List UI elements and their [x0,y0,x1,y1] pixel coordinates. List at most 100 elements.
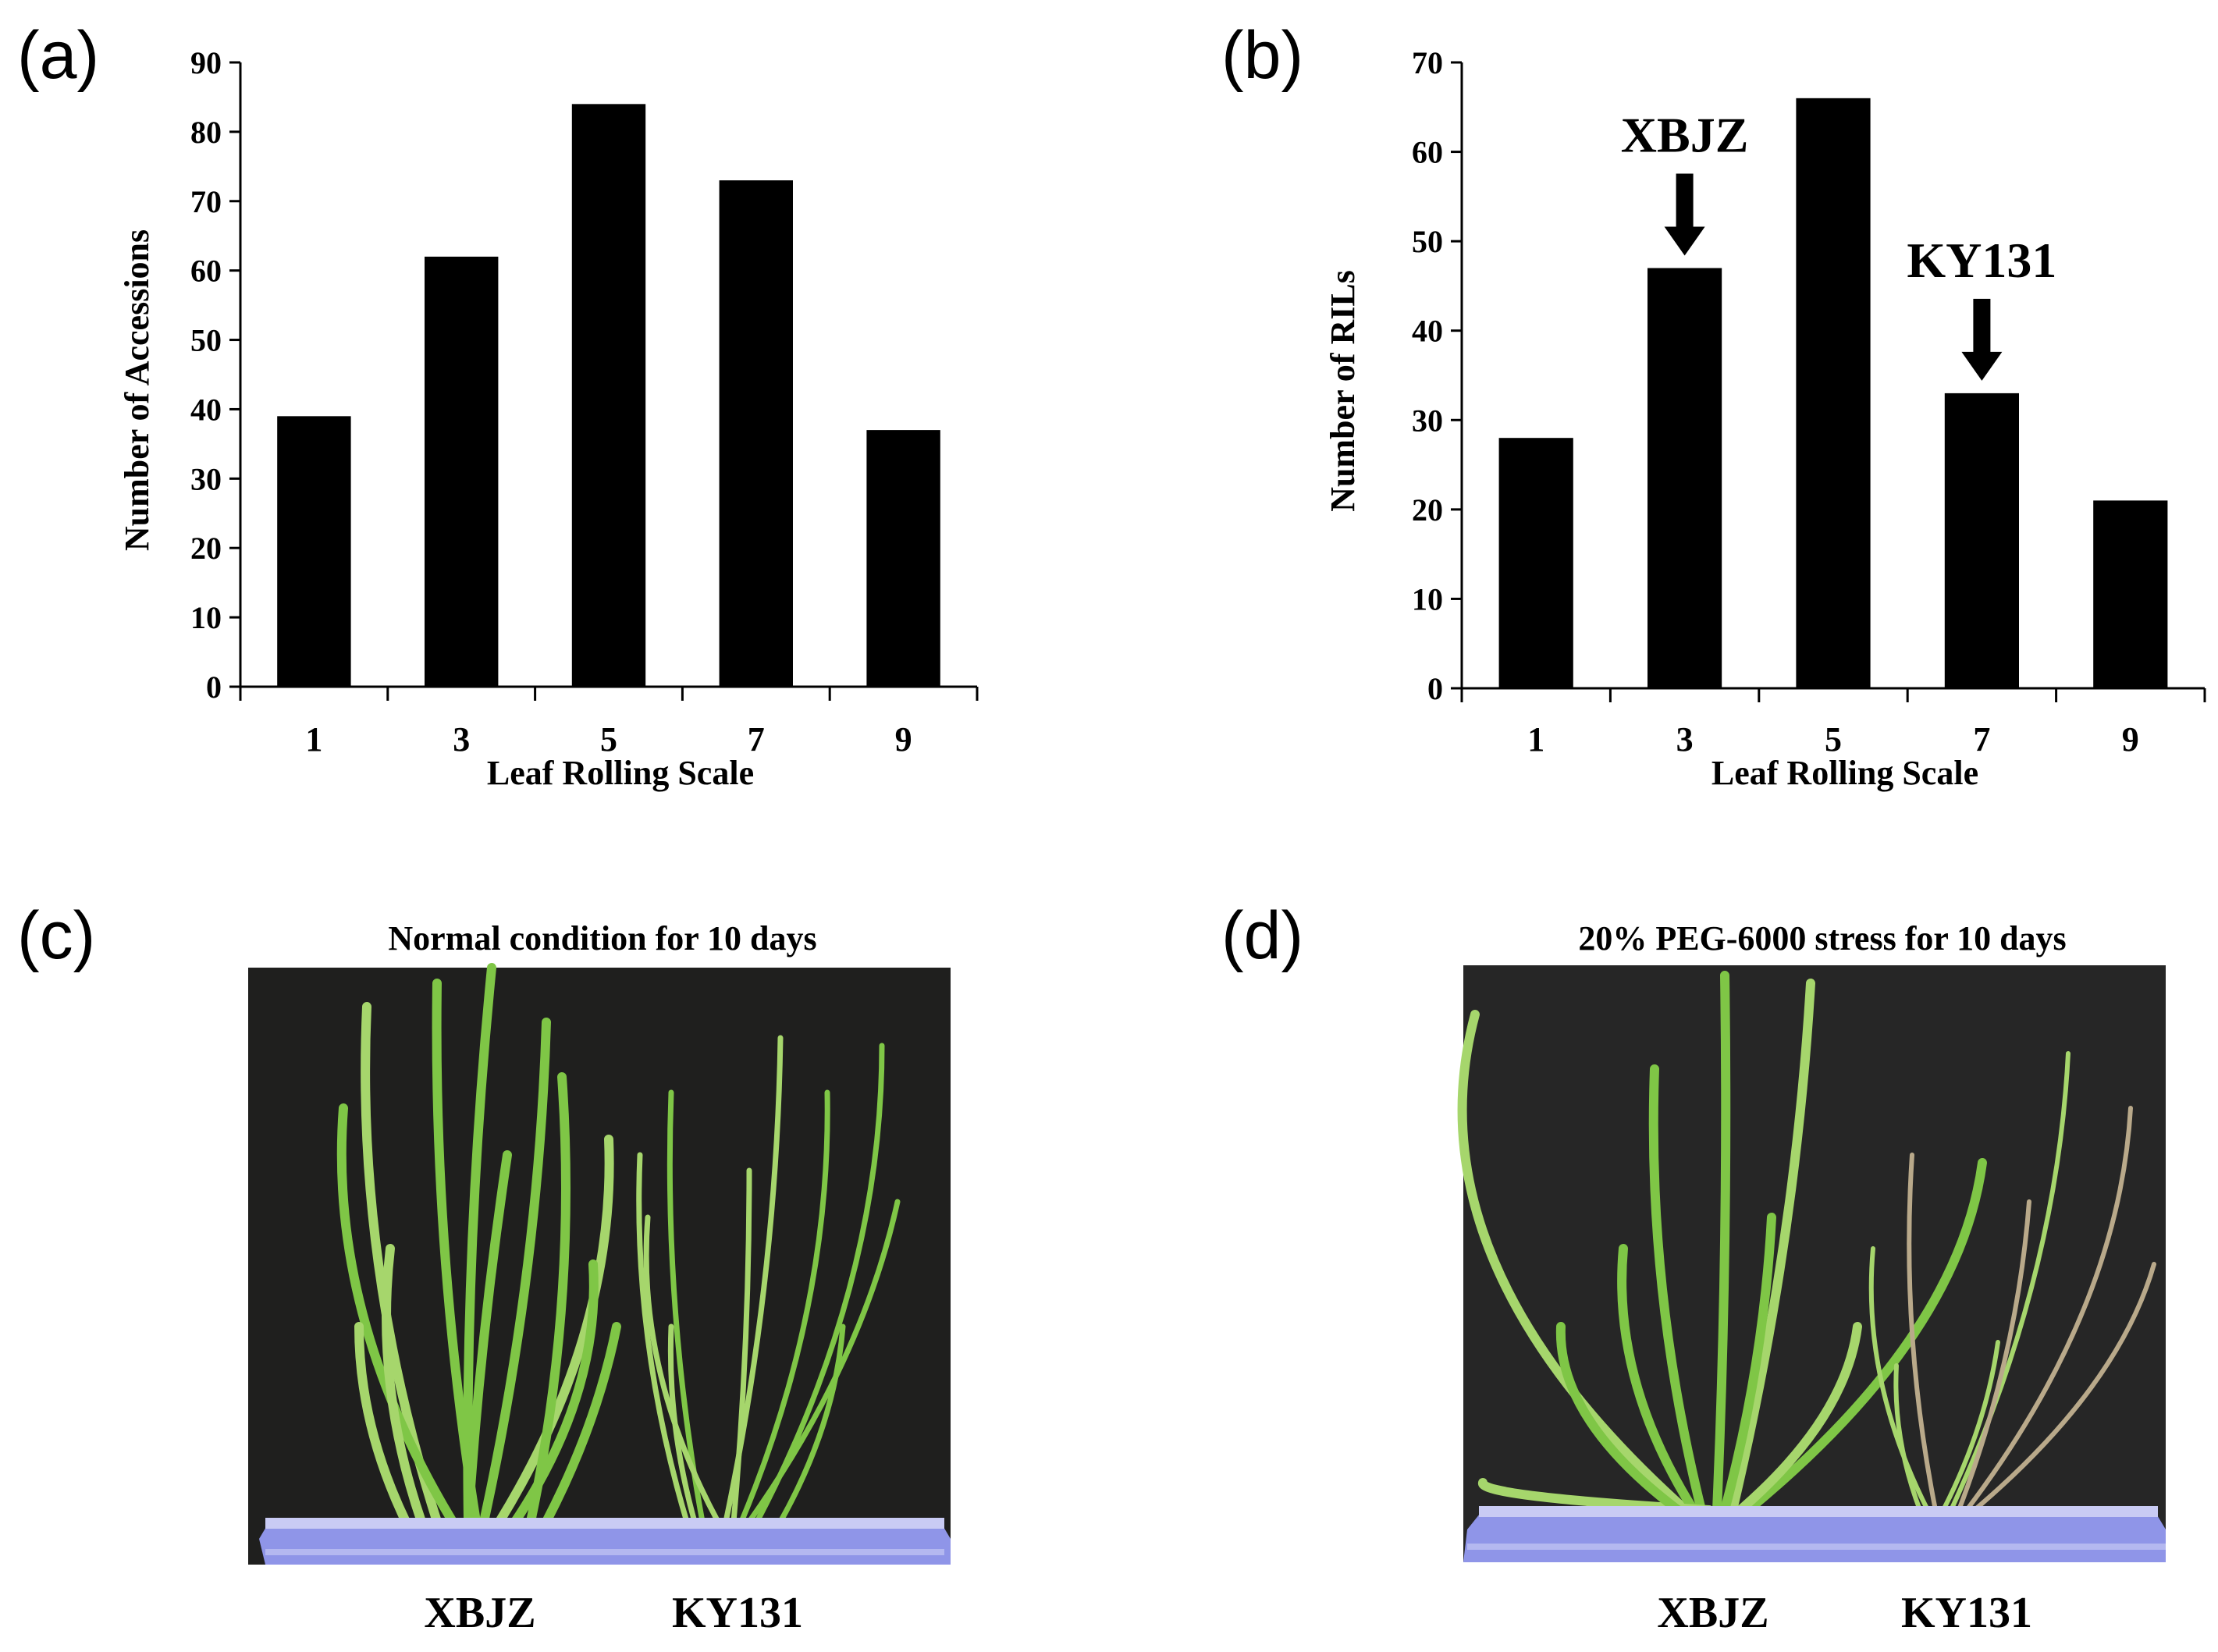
y-tick-label: 20 [1412,492,1443,528]
y-tick-label: 40 [1412,314,1443,349]
photo-d-tray [1463,1506,2166,1562]
seedling-leaf [1617,1244,1698,1515]
seedling-leaf [1712,971,1731,1515]
seedling-leaf [542,1322,621,1526]
seedling-leaf [754,1043,885,1525]
seedling-leaf [643,1214,721,1525]
y-tick-label: 10 [190,600,222,635]
panel-b-letter: (b) [1221,18,1303,93]
seedling-leaf [1728,979,1815,1515]
annotation-label: XBJZ [1621,108,1749,163]
seedling-leaf [636,1152,690,1525]
panel-c-letter: (c) [17,898,95,973]
chart-b-x-ticks: 1 3 5 7 9 [1460,688,2206,758]
bar-3 [1648,268,1722,688]
x-tick-label: 3 [453,720,470,758]
bar-7 [719,180,793,687]
y-tick-label: 20 [190,531,222,566]
x-tick-label: 9 [2122,720,2139,758]
seedling-leaf [432,979,481,1526]
y-tick-label: 70 [1412,45,1443,80]
chart-b-x-axis-label: Leaf Rolling Scale [1711,754,1978,792]
y-tick-label: 40 [190,392,222,427]
x-tick-label: 1 [305,720,322,758]
seedling-leaf [1972,1262,2156,1512]
seedling-leaf [777,1323,846,1525]
chart-b-y-ticks: 0 10 20 30 40 50 60 70 [1412,45,1462,706]
bar-5 [1796,98,1871,689]
annotation-arrow-shaft [1676,173,1694,229]
bar-5 [571,104,646,687]
panel-d-label-ky131: KY131 [1901,1589,2032,1637]
x-tick-label: 3 [1676,720,1694,758]
panel-d-letter: (d) [1221,898,1303,973]
seedling-leaf [336,1103,457,1526]
annotation-arrow-head [1664,226,1705,256]
seedling-leaf [738,1089,830,1525]
chart-b-leaf-rolling-rils: 0 10 20 30 40 50 60 70 1 3 5 7 9 XBJZ KY131 Leaf Rol… [1324,45,2206,792]
chart-a-bars [277,104,940,687]
panel-d-title: 20% PEG-6000 stress for 10 days [1578,919,2066,957]
seedling-leaf [1941,1340,2000,1512]
panel-d-photo-peg-stress: 20% PEG-6000 stress for 10 days XBJZ KY1… [1457,919,2166,1637]
seedling-leaf [464,1150,512,1526]
seedling-leaf [730,1167,752,1525]
photo-c-tray [259,1518,951,1565]
y-tick-label: 0 [206,670,222,705]
seedling-leaf [526,1072,570,1526]
x-tick-label: 1 [1527,720,1544,758]
photo-d-backdrop [1463,965,2166,1562]
seedling-leaf [1907,1153,1938,1512]
panel-c-label-ky131: KY131 [672,1589,803,1637]
panel-c-title: Normal condition for 10 days [388,919,816,957]
panel-c-label-xbjz: XBJZ [424,1589,535,1637]
seedling-leaf [1736,1322,1862,1515]
chart-b-annotations: XBJZ KY131 [1621,108,2056,381]
chart-a-x-ticks: 1 3 5 7 9 [239,687,979,758]
seedling-leaf [667,1323,698,1525]
y-tick-label: 70 [190,184,222,219]
chart-a-x-axis-label: Leaf Rolling Scale [487,754,754,792]
chart-b-y-axis-label: Number of RILs [1324,270,1362,512]
annotation-arrow-head [1961,351,2003,381]
chart-b-bars [1498,98,2168,689]
seedling-leaf [1964,1106,2133,1512]
seedling-leaf [479,1018,551,1526]
y-tick-label: 80 [190,115,222,150]
seedling-leaf [495,1135,614,1526]
seedling-leaf [354,1322,411,1526]
seedling-leaf [1893,1363,1922,1512]
seedling-leaf [666,1089,706,1525]
y-tick-label: 60 [1412,135,1443,170]
y-tick-label: 10 [1412,581,1443,616]
y-tick-label: 50 [1412,224,1443,259]
seedling-leaf [746,1199,901,1525]
bar-1 [1498,438,1573,688]
annotation-label: KY131 [1907,233,2056,288]
y-tick-label: 30 [190,461,222,496]
chart-a-leaf-rolling-accessions: 0 10 20 30 40 50 60 70 80 90 1 3 5 7 9 Leaf Rolling S… [118,45,979,792]
y-tick-label: 90 [190,45,222,80]
y-tick-label: 50 [190,323,222,358]
seedling-leaf [382,1244,426,1526]
bar-3 [425,256,499,687]
chart-a-y-axis-label: Number of Accessions [118,229,156,551]
bar-1 [277,416,351,687]
seedling-leaf [1720,1213,1776,1515]
y-tick-label: 30 [1412,403,1443,438]
panel-c-photo-normal: Normal condition for 10 days XBJZ KY131 [248,919,951,1637]
x-tick-label: 7 [748,720,765,758]
seedling-leaf [1555,1322,1683,1515]
annotation-arrow-shaft [1973,298,1991,353]
y-tick-label: 0 [1427,671,1443,706]
bar-9 [2093,500,2168,688]
x-tick-label: 5 [1825,720,1842,758]
bar-9 [866,430,940,687]
x-tick-label: 5 [600,720,617,758]
panel-d-label-xbjz: XBJZ [1657,1589,1768,1637]
seedling-leaf [1457,1010,1690,1515]
seedling-leaf [1957,1199,2031,1512]
seedling-leaf [1868,1246,1930,1512]
chart-a-y-ticks: 0 10 20 30 40 50 60 70 80 90 [190,45,240,705]
